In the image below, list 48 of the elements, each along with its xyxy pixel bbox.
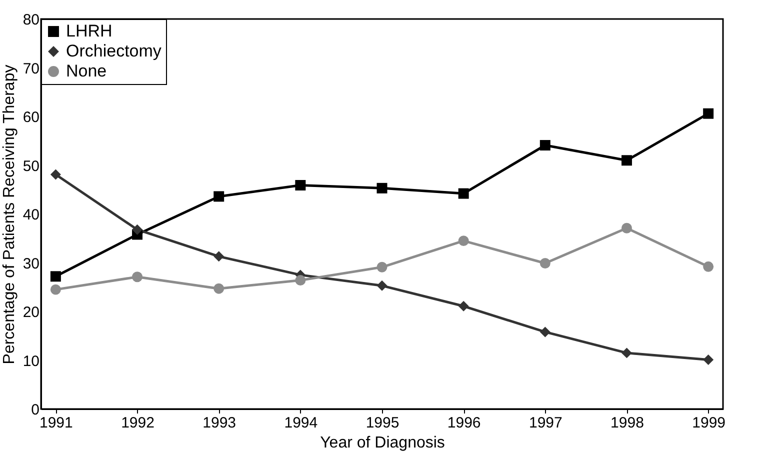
point <box>458 300 469 312</box>
y-tick-label: 20 <box>22 304 40 321</box>
legend-label: LHRH <box>66 22 112 40</box>
point <box>132 272 143 282</box>
point <box>214 191 224 202</box>
point <box>621 155 632 166</box>
point <box>295 180 306 190</box>
point <box>540 258 550 268</box>
point <box>540 140 550 151</box>
point <box>703 354 714 366</box>
point <box>703 261 714 272</box>
y-axis-title: Percentage of Patients Receiving Therapy <box>0 64 18 364</box>
y-tick-label: 0 <box>31 402 40 418</box>
x-tick-label: 1996 <box>447 414 481 432</box>
point <box>621 348 632 358</box>
y-tick-label: 80 <box>22 12 40 28</box>
point <box>295 275 306 286</box>
point <box>458 188 469 199</box>
legend-label: Orchiectomy <box>66 42 162 60</box>
y-tick-label: 30 <box>22 255 40 272</box>
point <box>132 224 143 235</box>
point <box>458 236 469 246</box>
point <box>621 222 632 234</box>
point <box>376 182 388 194</box>
point <box>50 169 61 180</box>
y-tick-label: 10 <box>22 352 40 370</box>
x-tick-label: 1992 <box>121 414 154 432</box>
point <box>214 283 224 294</box>
y-tick-label: 50 <box>22 158 40 175</box>
point <box>376 280 388 291</box>
legend-label: None <box>66 62 107 80</box>
y-tick-label: 70 <box>22 60 40 78</box>
x-tick-label: 1993 <box>202 414 236 432</box>
x-tick-label: 1991 <box>39 414 73 432</box>
y-tick-label: 60 <box>22 109 40 126</box>
x-tick-label: 1998 <box>610 414 644 432</box>
x-tick-label: 1999 <box>692 414 726 432</box>
point <box>703 108 714 119</box>
point <box>376 262 388 272</box>
x-tick-label: 1995 <box>366 414 400 432</box>
x-tick-label: 1994 <box>284 414 318 432</box>
x-axis-title: Year of Diagnosis <box>320 434 445 452</box>
point <box>540 326 550 338</box>
x-tick-label: 1997 <box>528 414 562 432</box>
point <box>214 251 224 262</box>
y-tick-label: 40 <box>22 206 40 224</box>
point <box>50 284 61 295</box>
point <box>50 271 61 282</box>
